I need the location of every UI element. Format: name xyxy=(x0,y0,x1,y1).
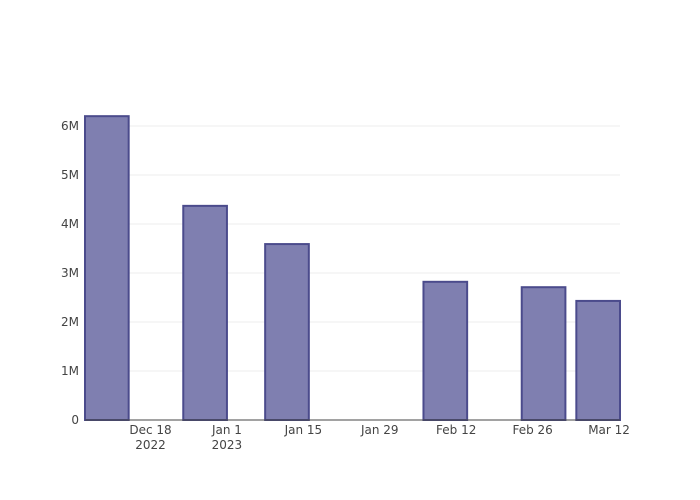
bar xyxy=(84,115,130,422)
y-tick-label: 5M xyxy=(61,168,79,182)
bar xyxy=(520,286,567,421)
y-tick-label: 0 xyxy=(71,413,79,427)
x-tick-label: Feb 12 xyxy=(436,423,476,437)
y-tick-label: 3M xyxy=(61,266,79,280)
y-tick-label: 2M xyxy=(61,315,79,329)
bar xyxy=(264,243,310,421)
x-tick-label: Mar 12 xyxy=(588,423,630,437)
x-tick-label: Feb 26 xyxy=(512,423,552,437)
y-tick-label: 4M xyxy=(61,217,79,231)
x-tick-label: Dec 18 2022 xyxy=(129,423,171,452)
y-tick-label: 6M xyxy=(61,119,79,133)
bar xyxy=(182,204,228,421)
bar xyxy=(422,280,469,421)
y-tick-label: 1M xyxy=(61,364,79,378)
x-tick-label: Jan 1 2023 xyxy=(211,423,242,452)
x-tick-label: Jan 29 xyxy=(360,423,399,437)
bar xyxy=(575,299,622,421)
x-tick-label: Jan 15 xyxy=(284,423,323,437)
